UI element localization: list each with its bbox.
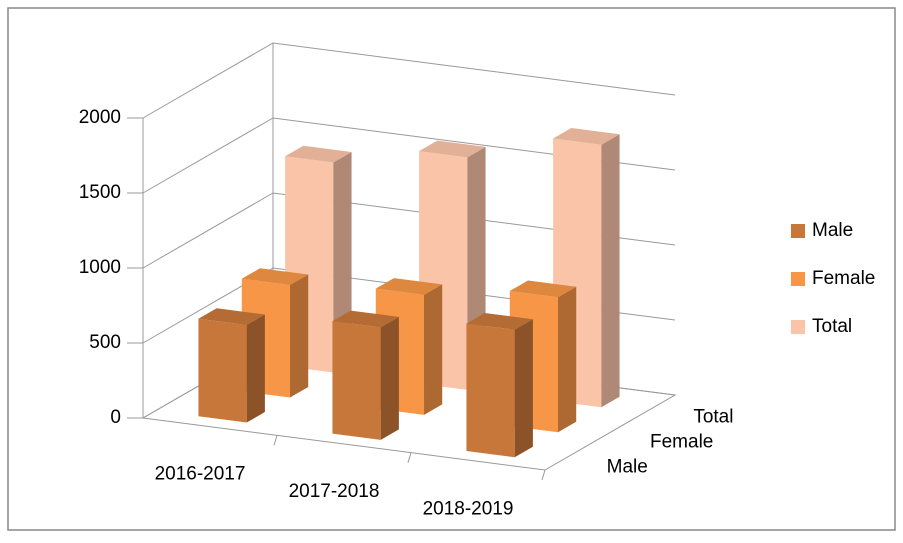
bar xyxy=(466,312,533,458)
x-tick-label: 2017-2018 xyxy=(289,481,380,502)
bar-side xyxy=(290,274,309,398)
bar-top xyxy=(285,145,352,163)
depth-tick-label: Male xyxy=(607,457,648,478)
bar-side xyxy=(601,134,620,408)
bar-top xyxy=(509,280,577,298)
y-tick-label: 500 xyxy=(89,332,121,353)
bar-side xyxy=(424,284,443,415)
bar-top xyxy=(198,308,265,326)
grid-line xyxy=(142,42,676,119)
bar-top xyxy=(241,268,309,286)
bar-top xyxy=(553,127,620,145)
x-tick-label: 2018-2019 xyxy=(423,498,514,519)
bar-top xyxy=(375,278,443,295)
x-tick xyxy=(541,469,546,481)
x-tick xyxy=(273,435,278,446)
legend-swatch xyxy=(791,272,805,286)
bar-front xyxy=(332,321,381,440)
bar xyxy=(332,310,399,440)
x-tick-label: 2016-2017 xyxy=(155,464,246,485)
legend-label: Total xyxy=(812,316,852,337)
bar-side xyxy=(558,286,577,433)
bar-side xyxy=(380,316,399,440)
y-tick-label: 0 xyxy=(110,407,121,428)
bar-front xyxy=(198,318,247,423)
y-tick-label: 1000 xyxy=(79,257,121,278)
bar-front xyxy=(466,323,515,458)
legend-label: Female xyxy=(812,268,875,289)
bar-top xyxy=(419,140,486,158)
bar xyxy=(198,308,265,423)
legend-label: Male xyxy=(812,220,853,241)
bar-side xyxy=(246,314,265,423)
legend-swatch xyxy=(791,224,805,238)
y-tick-label: 2000 xyxy=(79,107,121,128)
depth-tick-label: Total xyxy=(693,407,733,428)
bar-side xyxy=(514,319,533,458)
y-tick-label: 1500 xyxy=(79,182,121,203)
grid-line xyxy=(142,192,676,269)
grid-line xyxy=(142,117,676,194)
legend-swatch xyxy=(791,320,805,334)
bar-top xyxy=(332,310,399,328)
x-tick xyxy=(407,452,412,463)
bar-top xyxy=(466,312,533,330)
depth-tick-label: Female xyxy=(650,432,713,453)
